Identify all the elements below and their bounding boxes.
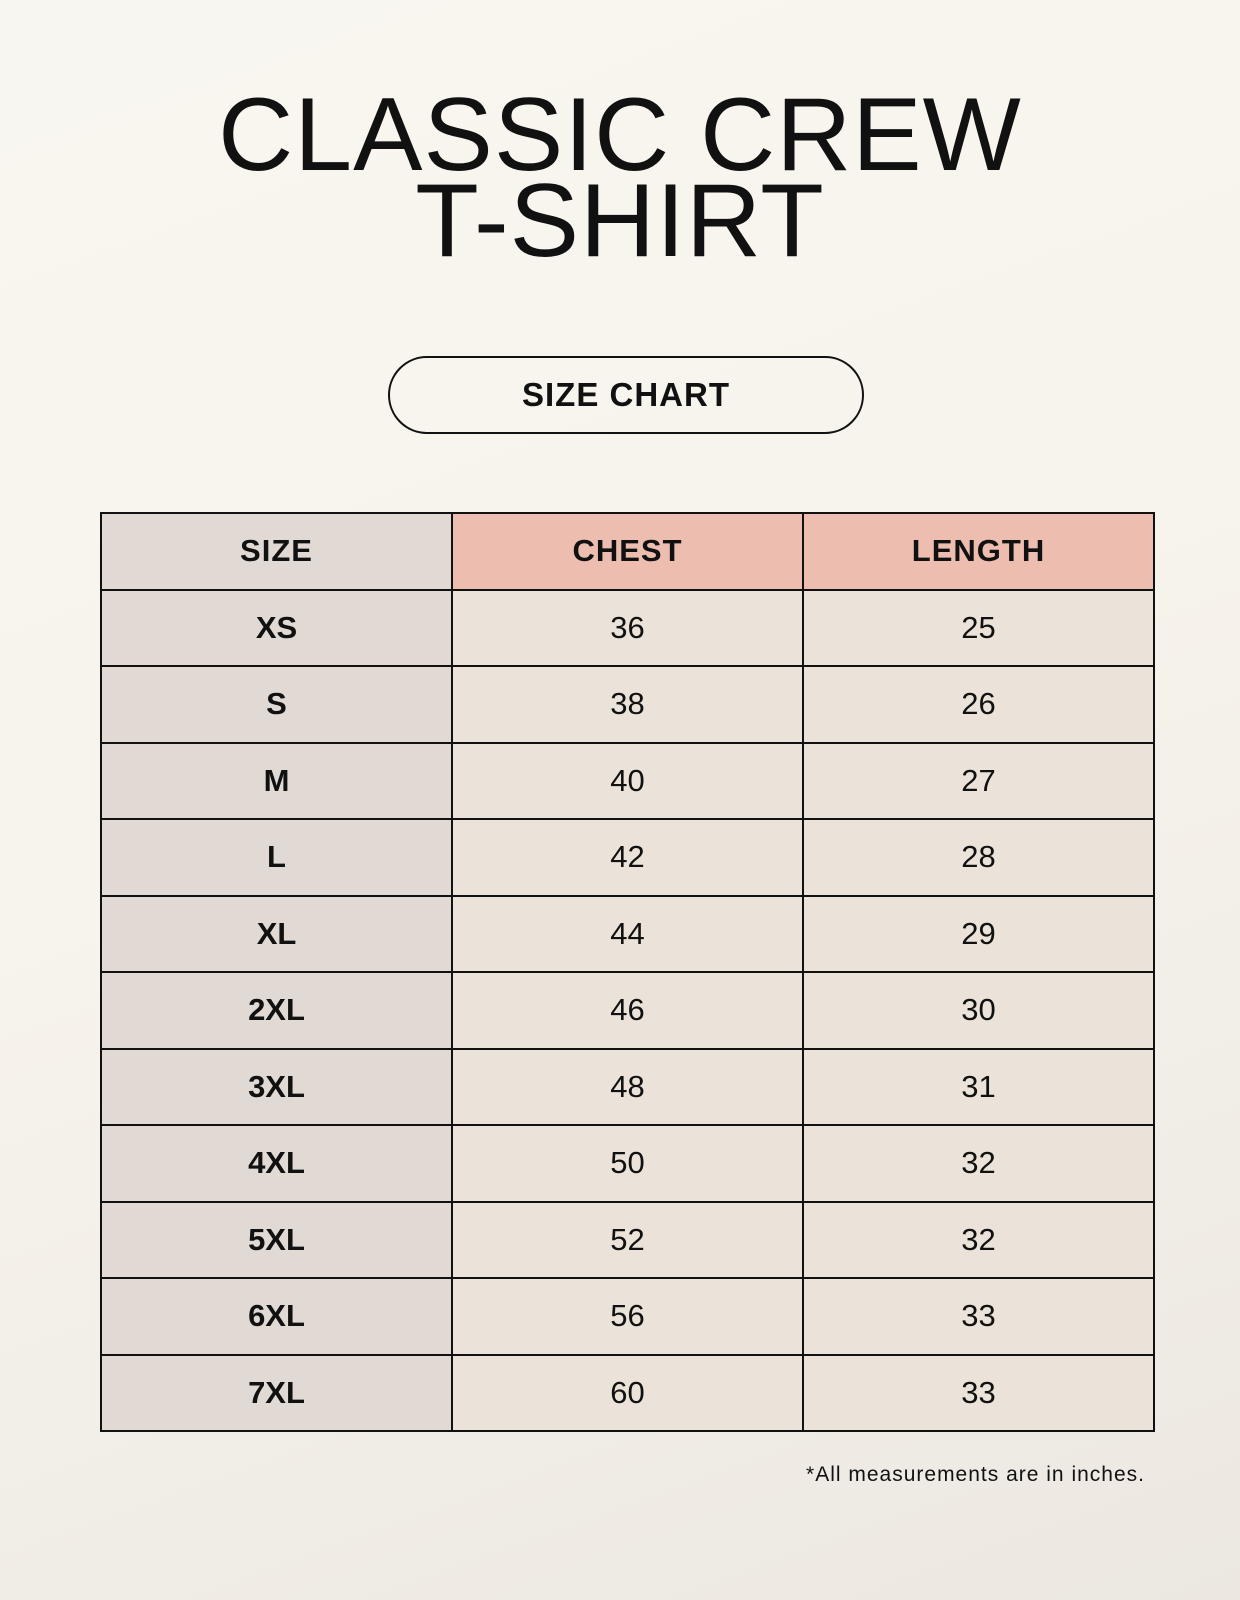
cell-size: XL bbox=[100, 894, 453, 973]
cell-size: L bbox=[100, 818, 453, 897]
cell-chest: 60 bbox=[451, 1353, 804, 1432]
cell-chest: 42 bbox=[451, 818, 804, 897]
header-size: SIZE bbox=[100, 512, 453, 591]
cell-size: 2XL bbox=[100, 971, 453, 1050]
cell-length: 28 bbox=[802, 818, 1155, 897]
cell-size: 6XL bbox=[100, 1277, 453, 1356]
size-chart-label: SIZE CHART bbox=[388, 356, 864, 434]
table-row: M 40 27 bbox=[100, 741, 1155, 820]
table-row: XL 44 29 bbox=[100, 894, 1155, 973]
header-length: LENGTH bbox=[802, 512, 1155, 591]
table-row: S 38 26 bbox=[100, 665, 1155, 744]
cell-length: 29 bbox=[802, 894, 1155, 973]
cell-size: 7XL bbox=[100, 1353, 453, 1432]
table-header-row: SIZE CHEST LENGTH bbox=[100, 512, 1155, 591]
cell-size: XS bbox=[100, 588, 453, 667]
table-row: 4XL 50 32 bbox=[100, 1124, 1155, 1203]
footnote: *All measurements are in inches. bbox=[806, 1463, 1145, 1486]
table-row: 2XL 46 30 bbox=[100, 971, 1155, 1050]
cell-size: M bbox=[100, 741, 453, 820]
cell-size: S bbox=[100, 665, 453, 744]
table-row: L 42 28 bbox=[100, 818, 1155, 897]
cell-chest: 44 bbox=[451, 894, 804, 973]
size-table: SIZE CHEST LENGTH XS 36 25 S 38 26 M 40 27 L 42 28 X… bbox=[100, 512, 1155, 1432]
cell-size: 4XL bbox=[100, 1124, 453, 1203]
cell-length: 25 bbox=[802, 588, 1155, 667]
table-row: 7XL 60 33 bbox=[100, 1353, 1155, 1432]
title-line-1: CLASSIC CREW bbox=[218, 77, 1022, 193]
title-line-2: T-SHIRT bbox=[415, 163, 825, 279]
cell-length: 32 bbox=[802, 1124, 1155, 1203]
table-row: 3XL 48 31 bbox=[100, 1047, 1155, 1126]
cell-chest: 46 bbox=[451, 971, 804, 1050]
cell-length: 30 bbox=[802, 971, 1155, 1050]
cell-length: 32 bbox=[802, 1200, 1155, 1279]
cell-chest: 36 bbox=[451, 588, 804, 667]
cell-size: 5XL bbox=[100, 1200, 453, 1279]
table-row: 6XL 56 33 bbox=[100, 1277, 1155, 1356]
table-row: XS 36 25 bbox=[100, 588, 1155, 667]
cell-chest: 52 bbox=[451, 1200, 804, 1279]
cell-chest: 56 bbox=[451, 1277, 804, 1356]
page-title: CLASSIC CREW T-SHIRT bbox=[0, 77, 1240, 279]
header-chest: CHEST bbox=[451, 512, 804, 591]
cell-chest: 40 bbox=[451, 741, 804, 820]
cell-chest: 48 bbox=[451, 1047, 804, 1126]
cell-chest: 50 bbox=[451, 1124, 804, 1203]
cell-length: 33 bbox=[802, 1353, 1155, 1432]
cell-size: 3XL bbox=[100, 1047, 453, 1126]
table-row: 5XL 52 32 bbox=[100, 1200, 1155, 1279]
cell-length: 27 bbox=[802, 741, 1155, 820]
cell-length: 31 bbox=[802, 1047, 1155, 1126]
cell-length: 33 bbox=[802, 1277, 1155, 1356]
cell-chest: 38 bbox=[451, 665, 804, 744]
cell-length: 26 bbox=[802, 665, 1155, 744]
